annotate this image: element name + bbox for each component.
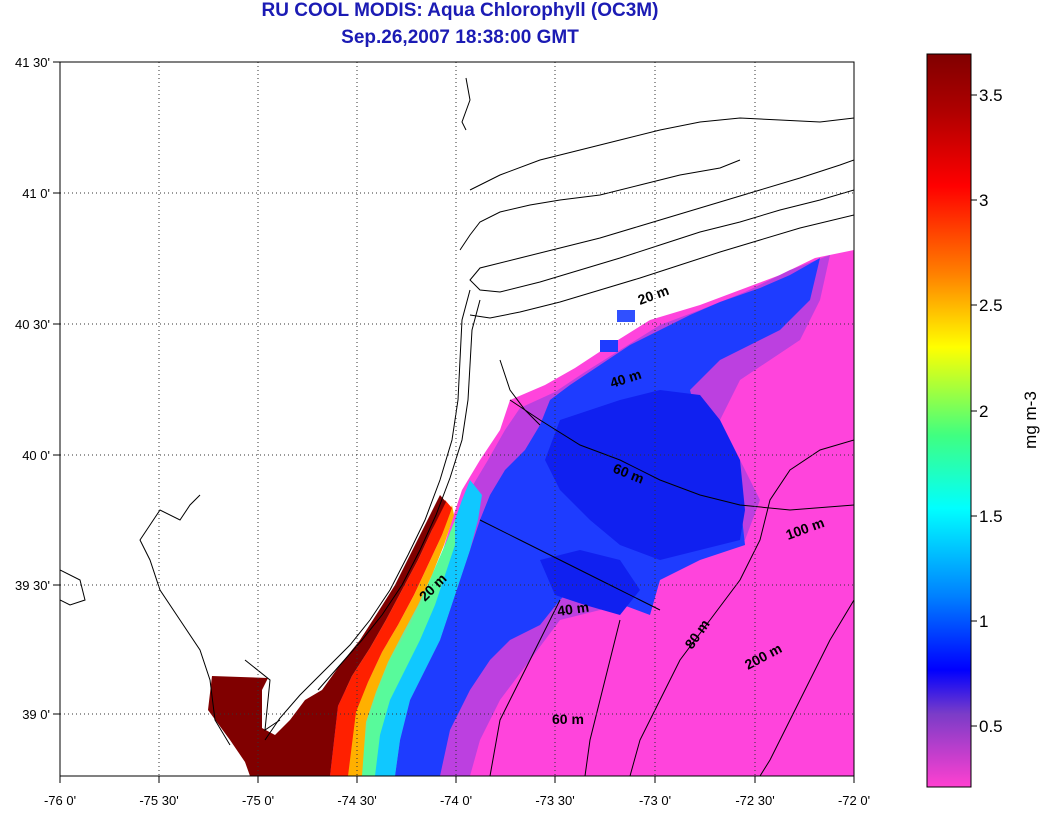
colorbar-tick-label: 2.5	[979, 296, 1003, 315]
lat-tick-label: 40 0'	[22, 448, 50, 463]
colorbar-unit-label: mg m-3	[1021, 391, 1040, 449]
contour-label: 60 m	[552, 711, 584, 727]
lat-tick-label: 41 0'	[22, 186, 50, 201]
lon-tick-label: -75 0'	[242, 793, 274, 808]
lon-tick-label: -73 0'	[639, 793, 671, 808]
colorbar-tick-label: 1	[979, 612, 988, 631]
lon-tick-label: -75 30'	[139, 793, 178, 808]
lon-tick-label: -76 0'	[44, 793, 76, 808]
lat-tick-label: 39 30'	[15, 578, 50, 593]
graticule	[60, 62, 854, 776]
colorbar-tick-label: 2	[979, 402, 988, 421]
contour-label: 40 m	[556, 599, 590, 619]
plot-frame	[59, 61, 855, 777]
lon-tick-label: -72 0'	[838, 793, 870, 808]
colorbar: 3.5 3 2.5 2 1.5 1 0.5 mg m-3	[926, 53, 1040, 788]
lon-tick-label: -74 30'	[337, 793, 376, 808]
chlorophyll-field	[208, 250, 854, 776]
lat-tick-label: 40 30'	[15, 317, 50, 332]
high-chl-region	[208, 495, 446, 776]
lon-tick-label: -72 30'	[735, 793, 774, 808]
lat-tick-label: 39 0'	[22, 707, 50, 722]
map-title: RU COOL MODIS: Aqua Chlorophyll (OC3M)	[261, 0, 659, 21]
colorbar-tick-label: 3	[979, 191, 988, 210]
lon-tick-label: -74 0'	[440, 793, 472, 808]
lon-tick-label: -73 30'	[535, 793, 574, 808]
lat-tick-label: 41 30'	[15, 55, 50, 70]
colorbar-tick-label: 3.5	[979, 86, 1003, 105]
colorbar-tick-label: 1.5	[979, 507, 1003, 526]
map-subtitle-datetime: Sep.26,2007 18:38:00 GMT	[341, 27, 579, 48]
colorbar-tick-label: 0.5	[979, 717, 1003, 736]
coastline	[60, 77, 854, 776]
